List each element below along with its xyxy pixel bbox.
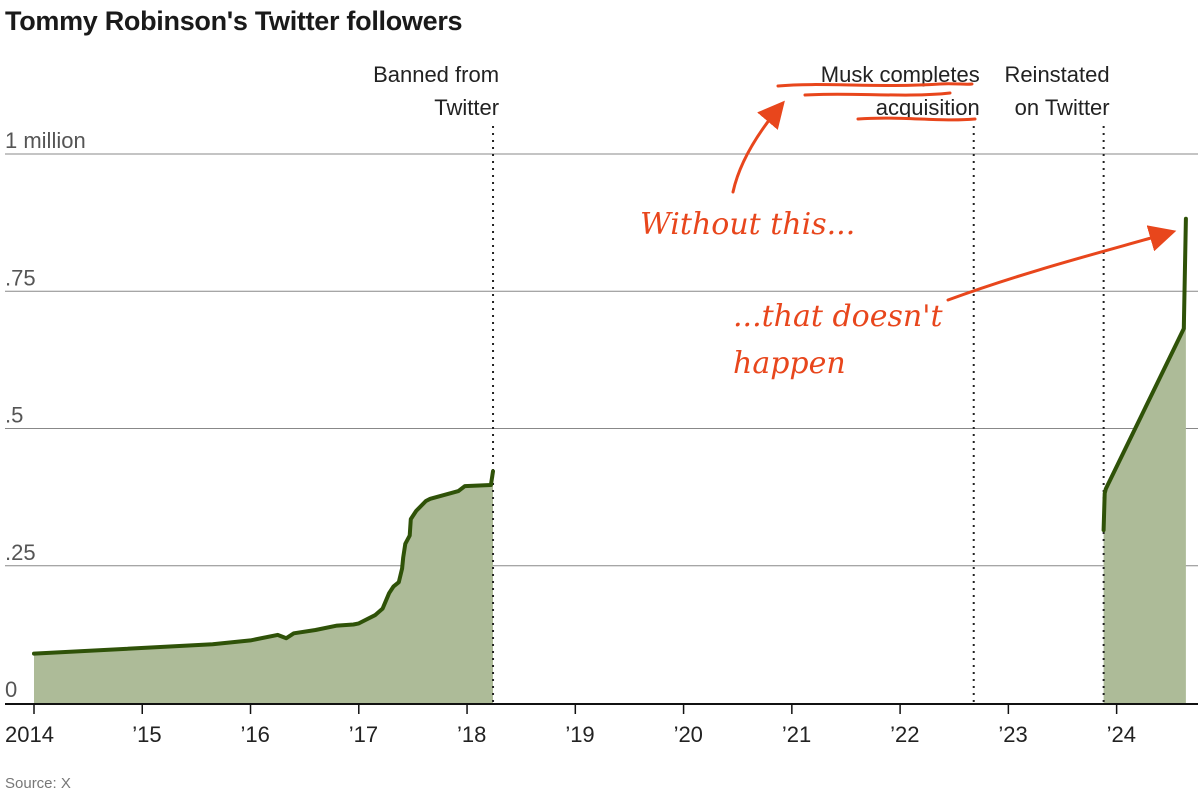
x-tick-label: ’24 bbox=[1107, 722, 1136, 747]
y-tick-label: .5 bbox=[5, 403, 23, 428]
event-label: on Twitter bbox=[1015, 95, 1110, 120]
source-note: Source: X bbox=[5, 775, 71, 792]
chart-title: Tommy Robinson's Twitter followers bbox=[5, 6, 463, 36]
y-tick-label: .25 bbox=[5, 540, 36, 565]
y-tick-label: 1 million bbox=[5, 128, 86, 153]
series-area-1 bbox=[34, 471, 493, 703]
x-tick-label: ’19 bbox=[565, 722, 594, 747]
underline-scribble-3 bbox=[856, 116, 977, 122]
annotation-happen: happen bbox=[733, 346, 846, 381]
x-tick-label: ’17 bbox=[349, 722, 378, 747]
x-tick-label: ’18 bbox=[457, 722, 486, 747]
x-tick-label: 2014 bbox=[5, 722, 54, 747]
handwritten-annotations: Without this... ...that doesn't happen bbox=[640, 82, 1177, 381]
series-areas bbox=[34, 218, 1186, 704]
y-tick-label: .75 bbox=[5, 265, 36, 290]
series-lines bbox=[32, 216, 1188, 656]
series-area-2 bbox=[1103, 218, 1186, 704]
y-tick-label: 0 bbox=[5, 677, 17, 702]
annotation-without-this: Without this... bbox=[640, 207, 855, 242]
series-line-2 bbox=[1101, 216, 1188, 533]
gridlines bbox=[5, 153, 1198, 567]
event-label: Banned from bbox=[373, 62, 499, 87]
event-label: Reinstated bbox=[1004, 62, 1109, 87]
x-tick-label: ’20 bbox=[674, 722, 703, 747]
annotation-that-doesnt: ...that doesn't bbox=[733, 299, 943, 334]
underline-scribble-1 bbox=[776, 82, 974, 88]
event-label: Twitter bbox=[434, 95, 499, 120]
event-label: acquisition bbox=[876, 95, 980, 120]
series-line-1 bbox=[32, 469, 495, 656]
x-tick-label: ’21 bbox=[782, 722, 811, 747]
underline-scribble-2 bbox=[803, 91, 952, 97]
x-tick-label: ’16 bbox=[241, 722, 270, 747]
y-axis-ticks: 0 .25 .5 .75 1 million bbox=[5, 128, 86, 702]
x-axis: 2014 ’15 ’16 ’17 ’18 ’19 ’20 ’21 ’22 ’23 ’24 bbox=[5, 703, 1198, 747]
x-tick-label: ’15 bbox=[132, 722, 161, 747]
arrow-to-spike bbox=[946, 225, 1177, 302]
arrow-to-musk bbox=[731, 100, 785, 194]
x-tick-label: ’23 bbox=[998, 722, 1027, 747]
x-tick-label: ’22 bbox=[890, 722, 919, 747]
